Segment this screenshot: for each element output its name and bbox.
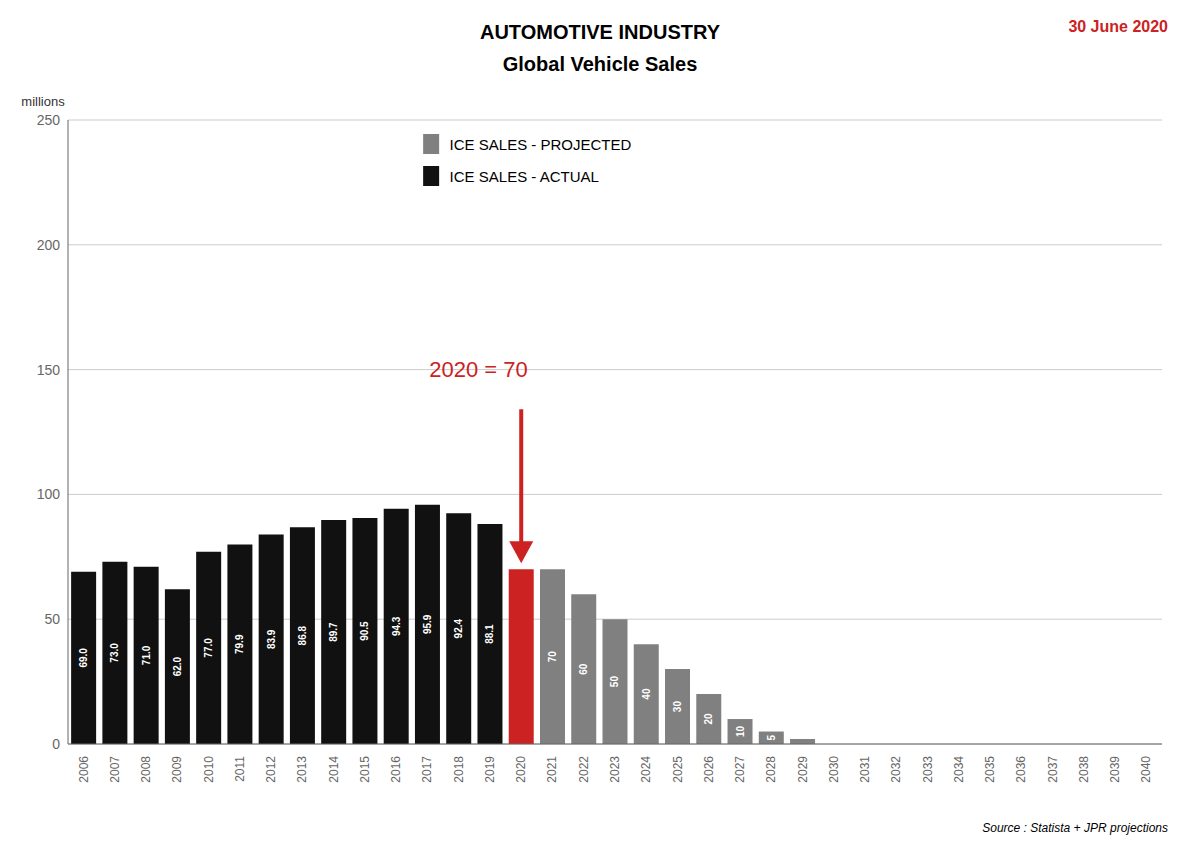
svg-text:69.0: 69.0 <box>78 648 89 668</box>
svg-text:2024: 2024 <box>639 756 653 783</box>
svg-text:5: 5 <box>766 735 777 741</box>
html-text:Source : Statista + JPR projec: Source : Statista + JPR projections <box>982 821 1168 835</box>
svg-text:2038: 2038 <box>1077 756 1091 783</box>
svg-text:2016: 2016 <box>389 756 403 783</box>
svg-text:250: 250 <box>37 112 61 128</box>
svg-text:2011: 2011 <box>233 756 247 782</box>
svg-text:2020: 2020 <box>514 756 528 783</box>
svg-text:2022: 2022 <box>577 756 591 783</box>
svg-text:2009: 2009 <box>170 756 184 783</box>
svg-text:2028: 2028 <box>764 756 778 783</box>
svg-text:2014: 2014 <box>327 756 341 783</box>
svg-text:2027: 2027 <box>733 756 747 783</box>
svg-text:30: 30 <box>672 701 683 713</box>
svg-text:2033: 2033 <box>921 756 935 783</box>
svg-text:2018: 2018 <box>452 756 466 783</box>
svg-text:150: 150 <box>37 362 61 378</box>
svg-text:2026: 2026 <box>702 756 716 783</box>
svg-text:77.0: 77.0 <box>203 638 214 658</box>
svg-text:2015: 2015 <box>358 756 372 783</box>
html-text:AUTOMOTIVE INDUSTRY: AUTOMOTIVE INDUSTRY <box>480 21 720 43</box>
svg-text:71.0: 71.0 <box>141 645 152 665</box>
svg-text:2025: 2025 <box>671 756 685 783</box>
svg-text:2039: 2039 <box>1108 756 1122 783</box>
svg-text:2019: 2019 <box>483 756 497 783</box>
svg-text:2035: 2035 <box>983 756 997 783</box>
svg-text:2037: 2037 <box>1046 756 1060 783</box>
svg-text:2017: 2017 <box>420 756 434 783</box>
svg-text:2012: 2012 <box>264 756 278 783</box>
svg-text:88.1: 88.1 <box>484 624 495 644</box>
svg-text:2007: 2007 <box>108 756 122 783</box>
svg-text:0: 0 <box>52 736 60 752</box>
svg-text:94.3: 94.3 <box>391 616 402 636</box>
svg-text:2032: 2032 <box>889 756 903 783</box>
svg-text:2006: 2006 <box>77 756 91 783</box>
svg-text:92.4: 92.4 <box>453 619 464 639</box>
svg-text:200: 200 <box>37 237 61 253</box>
svg-text:2013: 2013 <box>295 756 309 783</box>
svg-text:89.7: 89.7 <box>328 622 339 642</box>
svg-text:79.9: 79.9 <box>234 634 245 654</box>
svg-text:2023: 2023 <box>608 756 622 783</box>
svg-text:2040: 2040 <box>1139 756 1153 783</box>
html-text:ICE SALES - ACTUAL: ICE SALES - ACTUAL <box>449 167 599 185</box>
svg-text:83.9: 83.9 <box>266 629 277 649</box>
svg-text:2034: 2034 <box>952 756 966 783</box>
svg-text:100: 100 <box>37 486 61 502</box>
svg-text:73.0: 73.0 <box>109 643 120 663</box>
svg-text:70: 70 <box>547 651 558 663</box>
svg-text:10: 10 <box>735 726 746 738</box>
svg-text:2010: 2010 <box>202 756 216 783</box>
svg-text:60: 60 <box>578 663 589 675</box>
svg-text:86.8: 86.8 <box>297 626 308 646</box>
html-text:ICE SALES - PROJECTED: ICE SALES - PROJECTED <box>449 135 632 153</box>
svg-text:95.9: 95.9 <box>422 614 433 634</box>
html-text:30 June 2020: 30 June 2020 <box>1068 18 1168 35</box>
svg-text:2036: 2036 <box>1014 756 1028 783</box>
svg-text:2029: 2029 <box>796 756 810 783</box>
svg-text:20: 20 <box>703 713 714 725</box>
html-text:Global Vehicle Sales: Global Vehicle Sales <box>502 53 698 75</box>
svg-text:2021: 2021 <box>545 756 559 783</box>
svg-text:40: 40 <box>641 688 652 700</box>
svg-text:2031: 2031 <box>858 756 872 783</box>
svg-text:90.5: 90.5 <box>359 621 370 641</box>
svg-text:50: 50 <box>44 611 60 627</box>
svg-text:2030: 2030 <box>827 756 841 783</box>
svg-text:62.0: 62.0 <box>172 656 183 676</box>
svg-text:2020 = 70: 2020 = 70 <box>429 357 527 382</box>
svg-text:50: 50 <box>609 676 620 688</box>
svg-text:2008: 2008 <box>139 756 153 783</box>
svg-text:millions: millions <box>21 94 65 109</box>
